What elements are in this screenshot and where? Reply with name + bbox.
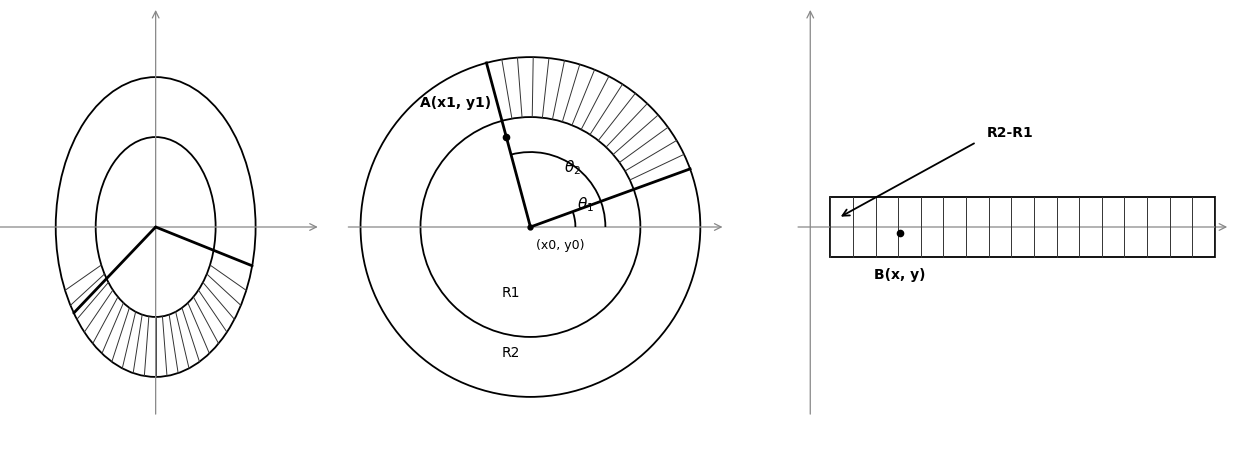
Text: R2-R1: R2-R1 xyxy=(987,126,1033,140)
Text: (x0, y0): (x0, y0) xyxy=(537,239,585,252)
Text: R1: R1 xyxy=(501,286,520,300)
Text: $\theta_1$: $\theta_1$ xyxy=(577,195,594,214)
Text: $\theta_2$: $\theta_2$ xyxy=(564,158,580,177)
Text: R2: R2 xyxy=(501,346,520,360)
Bar xyxy=(831,197,1215,257)
Text: A(x1, y1): A(x1, y1) xyxy=(420,96,491,110)
Text: B(x, y): B(x, y) xyxy=(874,268,925,282)
